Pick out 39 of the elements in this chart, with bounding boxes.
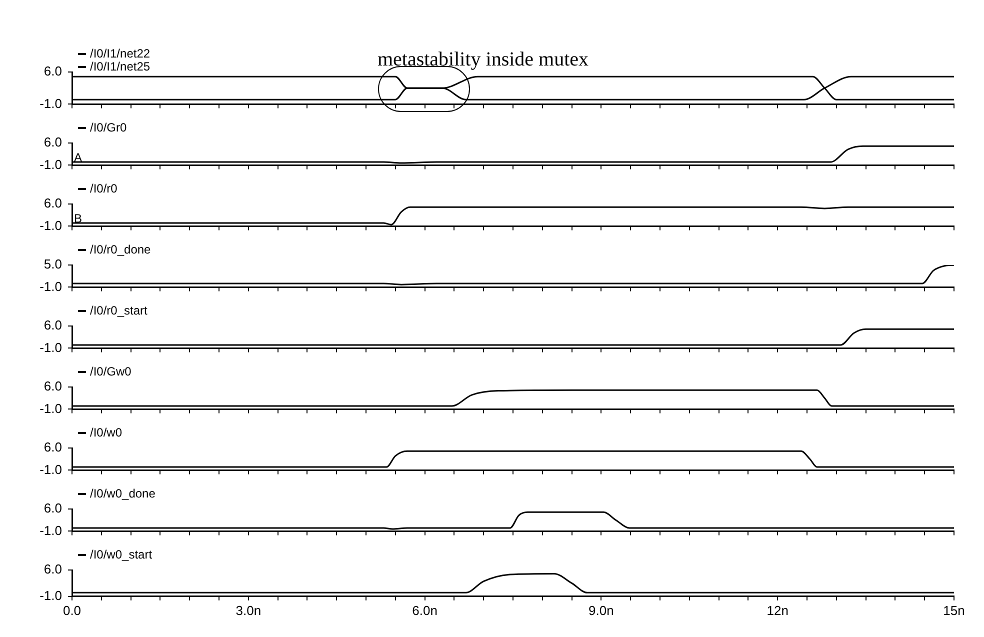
legend-label: /I0/Gr0 — [90, 120, 128, 134]
y-tick-label: 6.0 — [44, 196, 62, 211]
annotation: A — [74, 150, 82, 165]
x-tick-label: 9.0n — [588, 602, 614, 618]
y-tick-label: 6.0 — [44, 562, 62, 577]
line-series — [72, 265, 954, 286]
x-tick-label: 12n — [766, 602, 788, 618]
y-tick-label: -1.0 — [40, 340, 62, 355]
y-tick-label: 6.0 — [44, 440, 62, 455]
legend-label: /I0/I1/net25 — [90, 59, 150, 74]
y-tick-label: -1.0 — [40, 522, 62, 538]
annotation: B — [74, 212, 82, 226]
legend-label: /I0/w0 — [90, 425, 122, 440]
y-tick-label: -1.0 — [40, 588, 62, 603]
y-tick-label: -1.0 — [40, 156, 62, 172]
y-tick-label: 5.0 — [44, 256, 62, 272]
y-tick-label: 6.0 — [44, 500, 62, 516]
legend-label: /I0/I1/net22 — [90, 46, 150, 60]
legend-label: /I0/w0_done — [90, 486, 156, 500]
legend-label: /I0/Gw0 — [90, 364, 132, 378]
y-tick-label: 6.0 — [44, 134, 62, 150]
y-tick-label: 6.0 — [44, 378, 62, 394]
y-tick-label: -1.0 — [40, 278, 62, 294]
y-tick-label: -1.0 — [40, 218, 62, 233]
x-tick-label: 3.0n — [236, 602, 262, 618]
x-tick-label: 6.0n — [412, 602, 438, 618]
line-series — [72, 573, 954, 594]
chart-title: metastability inside mutex — [377, 48, 589, 70]
y-tick-label: 6.0 — [44, 318, 62, 333]
x-tick-label: 0.0 — [62, 602, 82, 618]
y-tick-label: 6.0 — [44, 64, 62, 79]
legend-label: /I0/r0_start — [90, 303, 148, 318]
y-tick-label: -1.0 — [40, 462, 62, 477]
x-tick-label: 15n — [943, 602, 965, 618]
legend-label: /I0/r0 — [90, 181, 118, 196]
y-tick-label: -1.0 — [40, 400, 62, 416]
legend-label: /I0/w0_start — [90, 547, 153, 562]
legend-label: /I0/r0_done — [90, 242, 152, 256]
y-tick-label: -1.0 — [40, 96, 62, 111]
